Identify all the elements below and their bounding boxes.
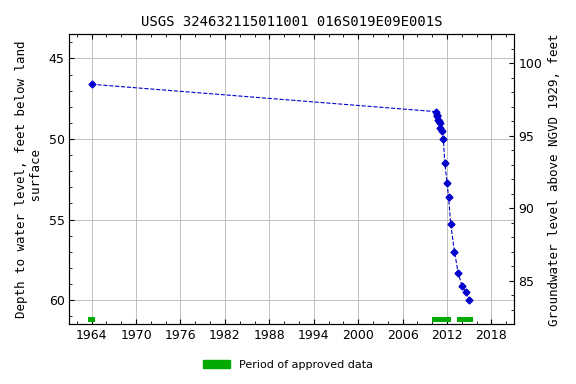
Bar [432, 317, 451, 322]
Bar [88, 317, 96, 322]
Title: USGS 324632115011001 016S019E09E001S: USGS 324632115011001 016S019E09E001S [141, 15, 442, 29]
Y-axis label: Groundwater level above NGVD 1929, feet: Groundwater level above NGVD 1929, feet [548, 33, 561, 326]
Legend: Period of approved data: Period of approved data [198, 356, 378, 375]
Bar [457, 317, 473, 322]
Y-axis label: Depth to water level, feet below land
 surface: Depth to water level, feet below land su… [15, 41, 43, 318]
